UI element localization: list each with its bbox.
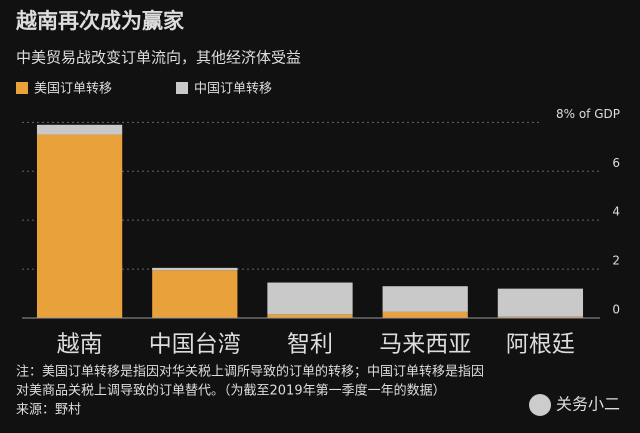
bar-segment (497, 316, 584, 318)
chart-title: 越南再次成为赢家 (15, 9, 185, 33)
bar-segment (152, 267, 238, 271)
y-tick-label: 8% of GDP (556, 107, 620, 121)
legend-swatch (176, 82, 188, 94)
note: 注：美国订单转移是指因对华关税上调所导致的订单的转移；中国订单转移是指因 (16, 364, 484, 380)
bar-segment (497, 288, 584, 317)
y-tick-label: 0 (612, 303, 620, 317)
source: 来源：野村 (16, 403, 81, 418)
bar-segment (382, 311, 468, 318)
x-tick-label: 阿根廷 (506, 332, 575, 358)
chart-subtitle: 中美贸易战改变订单流向，其他经济体受益 (16, 49, 301, 67)
y-tick-label: 2 (612, 254, 620, 268)
bar-segment (267, 282, 353, 315)
x-tick-label: 智利 (287, 332, 333, 358)
x-tick-label: 中国台湾 (149, 332, 241, 358)
legend-label: 美国订单转移 (34, 82, 112, 97)
watermark-icon (529, 394, 551, 416)
y-tick-label: 6 (612, 156, 620, 170)
bar-segment (382, 286, 468, 312)
x-tick-label: 越南 (57, 332, 103, 358)
bar-segment (267, 314, 353, 318)
bar-segment (36, 124, 123, 135)
y-tick-label: 4 (612, 205, 620, 219)
bar-segment (36, 134, 123, 318)
legend-swatch (16, 82, 28, 94)
note: 对美商品关税上调导致的订单替代。（为截至2019年第一季度一年的数据） (16, 383, 446, 399)
watermark: 关务小二 (556, 395, 620, 414)
bar-segment (152, 270, 238, 318)
legend-label: 中国订单转移 (194, 82, 272, 97)
x-tick-label: 马来西亚 (379, 332, 471, 358)
